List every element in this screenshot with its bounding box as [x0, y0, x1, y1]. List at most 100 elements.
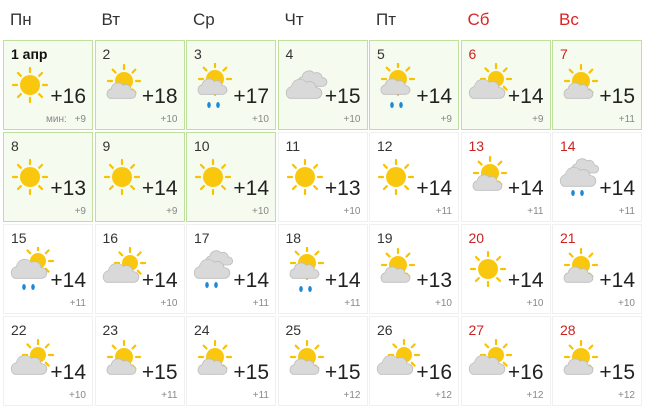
drop	[298, 286, 303, 292]
min-temp: +11	[344, 298, 361, 309]
ray	[199, 163, 205, 169]
icon-box	[100, 339, 146, 392]
cloud-shape	[380, 266, 411, 283]
ray	[313, 344, 319, 350]
drop	[571, 190, 575, 196]
max-temp: +17	[233, 85, 269, 108]
min-temp: +12	[526, 390, 544, 401]
icon-box	[374, 247, 420, 300]
cloud	[563, 82, 594, 99]
ray	[44, 361, 50, 367]
day-cell: 14 +14 +11	[552, 132, 642, 222]
max-temp: +14	[416, 85, 452, 108]
day-cell: 16 +14 +10	[94, 224, 185, 314]
ray	[38, 71, 44, 77]
ray	[568, 68, 574, 74]
icon-box	[8, 155, 54, 208]
weather-icon	[380, 247, 416, 283]
ray	[502, 85, 508, 91]
day-label: 21	[560, 230, 576, 246]
ray	[108, 185, 114, 191]
day-label: 14	[560, 138, 576, 154]
day-cell: 6 +14 +9	[460, 40, 551, 130]
weather-icon	[10, 244, 55, 290]
day-cell: 17 +14 +11	[186, 224, 276, 314]
cloud-shape	[472, 174, 502, 191]
ray	[483, 343, 489, 349]
max-temp: +13	[324, 177, 361, 200]
ray	[495, 255, 501, 261]
ray	[294, 250, 300, 256]
ray	[38, 163, 44, 169]
cloud-shape	[106, 82, 136, 99]
max-temp: +15	[324, 361, 361, 384]
max-temp: +14	[416, 177, 452, 200]
drop	[31, 284, 35, 290]
sun	[377, 158, 415, 196]
ray	[477, 160, 483, 166]
weather-icon	[102, 246, 146, 283]
min-temp: +10	[160, 298, 178, 309]
ray	[16, 93, 22, 99]
ray	[44, 267, 50, 273]
day-label: 5	[377, 46, 385, 62]
day-cell: 20 +14 +10	[460, 224, 551, 314]
cloud	[197, 78, 228, 95]
cloud	[468, 78, 505, 99]
weather-icon	[377, 158, 415, 196]
ray	[405, 252, 411, 258]
ray	[568, 344, 574, 350]
icon-box	[466, 338, 512, 392]
icon-box	[283, 63, 329, 116]
sun	[194, 158, 232, 196]
sun	[469, 250, 506, 288]
drop	[580, 190, 584, 196]
day-label: 8	[11, 138, 19, 154]
cloud	[472, 174, 502, 191]
day-label: 12	[377, 138, 393, 154]
ray	[385, 66, 391, 72]
weekday: Вс	[559, 10, 579, 29]
weather-icon	[193, 250, 233, 288]
day-cell: 1 апр +16 мин: +9	[3, 40, 93, 130]
cloud	[106, 82, 136, 99]
max-temp: +14	[141, 269, 178, 292]
day-cell: 25 +15 +12	[277, 316, 368, 406]
min-temp: +11	[435, 206, 452, 217]
min-temp: +10	[343, 206, 361, 217]
rain	[298, 286, 312, 292]
ray	[291, 185, 297, 191]
drop	[22, 284, 26, 290]
weather-icon	[380, 61, 416, 108]
drop	[205, 282, 209, 288]
ray	[117, 251, 123, 257]
day-label: 11	[285, 138, 301, 154]
cloud	[193, 258, 231, 279]
min-label: мин:	[46, 114, 67, 125]
rain	[207, 102, 220, 108]
cloud	[380, 78, 411, 95]
ray	[108, 163, 114, 169]
max-temp: +14	[50, 361, 86, 384]
ray	[410, 361, 416, 367]
ray	[130, 68, 136, 74]
rain	[571, 190, 584, 196]
ray	[111, 344, 117, 350]
max-temp: +14	[507, 269, 544, 292]
max-temp: +18	[141, 85, 178, 108]
weekday: Вт	[101, 10, 121, 29]
cloud	[289, 262, 319, 279]
drop	[307, 286, 312, 292]
ray	[199, 185, 205, 191]
icon-box	[557, 63, 603, 116]
ray	[588, 68, 594, 74]
min-temp: +9	[74, 206, 86, 217]
max-temp: +16	[507, 361, 544, 384]
ray	[502, 67, 508, 73]
max-temp: +15	[233, 361, 269, 384]
icon-box	[8, 338, 55, 392]
weekday: Пн	[10, 10, 32, 29]
weekday: Пт	[376, 10, 397, 29]
cloud-shape	[289, 262, 319, 279]
icon-box	[557, 155, 603, 208]
